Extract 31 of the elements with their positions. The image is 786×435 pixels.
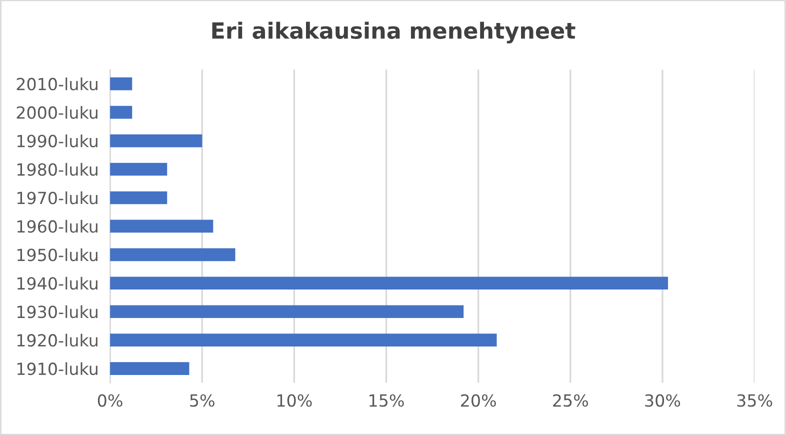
x-tick-label: 10% [277,394,312,407]
y-tick-label: 1910-luku [17,362,98,376]
x-tick-label: 25% [553,394,588,407]
x-tick-label: 0% [98,394,122,407]
chart-title: Eri aikakausina menehtyneet [212,22,576,44]
y-tick-label: 1960-luku [17,220,98,233]
y-tick-label: 1920-luku [17,334,98,347]
bar [110,77,132,90]
bar [110,334,497,346]
y-tick-label: 1930-luku [17,305,98,318]
bar [110,248,236,262]
bar [110,106,132,119]
y-tick-label: 2010-luku [16,78,98,90]
y-tick-label: 2000-luku [16,106,98,119]
bar [110,162,168,176]
bar [110,362,190,375]
bar [110,191,168,204]
x-tick-label: 30% [645,394,680,407]
bar [110,220,214,233]
x-tick-label: 20% [461,394,496,407]
x-tick-label: 15% [370,394,404,407]
x-tick-label: 5% [190,394,214,407]
y-tick-label: 1940-luku [17,276,98,290]
y-tick-label: 1980-luku [17,162,98,176]
bar [110,276,668,290]
y-tick-label: 1970-luku [17,191,98,204]
bar [110,305,464,318]
y-tick-label: 1950-luku [17,248,98,262]
bar [110,134,202,148]
x-tick-label: 35% [737,394,772,407]
y-tick-label: 1990-luku [17,134,98,148]
